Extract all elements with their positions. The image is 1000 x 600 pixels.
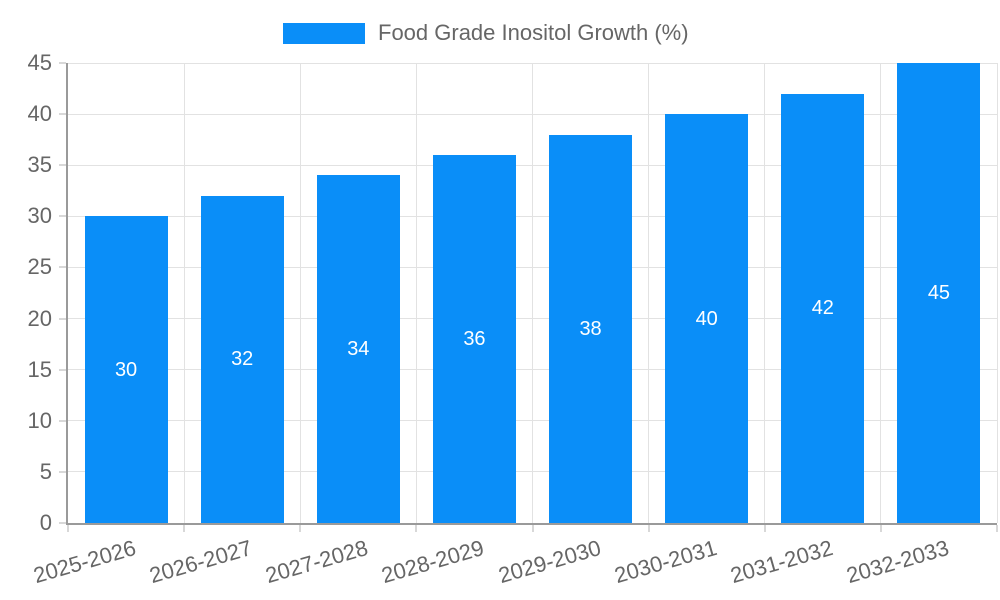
bar-2031-2032[interactable] (781, 93, 865, 523)
bar-value-label: 45 (927, 282, 951, 304)
y-axis-tick (59, 470, 66, 473)
x-axis-tick (647, 525, 650, 532)
v-gridline (415, 63, 417, 523)
y-tick-label: 40 (27, 101, 52, 127)
v-gridline (996, 63, 998, 523)
bar-2030-2031[interactable] (665, 114, 749, 523)
legend-item[interactable]: Food Grade Inositol Growth (%) (283, 22, 689, 44)
bar-value-label: 30 (114, 358, 138, 381)
y-tick-label: 45 (27, 50, 52, 75)
v-gridline (299, 63, 301, 523)
y-tick-label: 25 (27, 254, 52, 280)
y-axis-tick (59, 113, 66, 116)
y-axis-tick (59, 419, 66, 422)
y-tick-label: 5 (39, 458, 52, 484)
x-axis-tick (67, 525, 69, 532)
bar-value-label: 34 (347, 338, 370, 361)
y-tick-label: 35 (27, 152, 52, 178)
x-axis-tick (415, 525, 418, 532)
y-axis-tick (59, 164, 66, 167)
y-axis-tick (59, 317, 66, 320)
bar-2026-2027[interactable] (200, 195, 284, 523)
y-axis-line (66, 63, 68, 523)
x-axis-tick (299, 525, 302, 532)
v-gridline (183, 63, 185, 523)
y-axis-tick (59, 522, 66, 524)
v-gridline (532, 63, 533, 523)
bar-value-label: 40 (695, 307, 718, 330)
bar-2029-2030[interactable] (549, 134, 633, 523)
x-axis-tick (531, 525, 534, 532)
legend-label: Food Grade Inositol Growth (%) (378, 20, 689, 45)
x-axis-tick (183, 525, 186, 532)
y-tick-label: 10 (27, 407, 52, 433)
bar-2028-2029[interactable] (432, 155, 516, 523)
bar-value-label: 42 (811, 297, 834, 320)
x-axis-tick (879, 525, 882, 532)
y-axis-tick (59, 266, 66, 269)
y-axis-tick (59, 62, 66, 64)
x-axis-tick (763, 525, 766, 532)
bar-2027-2028[interactable] (316, 175, 400, 523)
v-gridline (880, 63, 882, 523)
y-axis-tick (59, 215, 66, 218)
y-axis-tick (59, 368, 66, 371)
y-tick-label: 15 (27, 356, 52, 382)
y-tick-label: 30 (27, 203, 52, 229)
x-axis-tick (996, 525, 998, 532)
y-tick-label: 20 (27, 305, 52, 331)
legend-swatch (283, 22, 365, 44)
bar-2032-2033[interactable] (897, 63, 981, 523)
v-gridline (764, 63, 766, 523)
bar-value-label: 38 (579, 317, 602, 340)
bar-2025-2026[interactable] (84, 216, 168, 523)
x-axis-line (66, 523, 997, 525)
y-tick-label: 0 (39, 510, 52, 535)
bar-value-label: 36 (463, 328, 486, 350)
v-gridline (648, 63, 650, 523)
bar-value-label: 32 (231, 348, 254, 371)
